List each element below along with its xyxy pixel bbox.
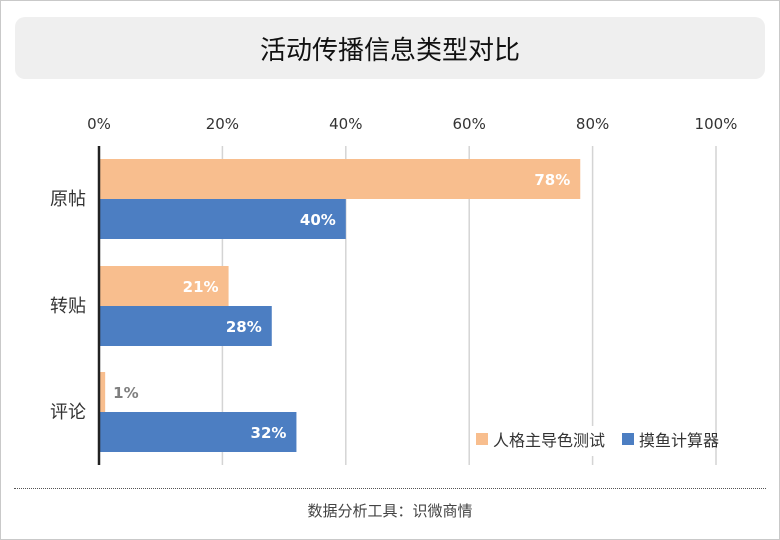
- bar: [99, 412, 297, 452]
- data-labels: 78% 40% 21% 28% 1% 32%: [113, 171, 570, 442]
- footer-source: 数据分析工具：识微商情: [307, 502, 473, 520]
- x-tick-labels: 0% 20% 40% 60% 80% 100%: [87, 115, 737, 133]
- x-tick-label: 60%: [453, 115, 486, 133]
- category-label: 转贴: [50, 296, 86, 317]
- x-tick-label: 100%: [695, 115, 738, 133]
- legend-label: 摸鱼计算器: [639, 431, 719, 450]
- data-label: 28%: [226, 318, 262, 336]
- bar: [99, 159, 581, 199]
- gridlines: [221, 146, 717, 465]
- footer-divider: [14, 488, 766, 489]
- legend-swatch: [622, 433, 634, 445]
- bars: [99, 159, 581, 452]
- x-tick-label: 20%: [206, 115, 239, 133]
- chart-title: 活动传播信息类型对比: [259, 35, 520, 66]
- data-label: 21%: [183, 278, 219, 296]
- chart-title-box: 活动传播信息类型对比: [15, 17, 765, 79]
- data-label: 78%: [534, 171, 570, 189]
- bar: [99, 306, 272, 346]
- bar: [99, 199, 346, 239]
- legend-background: [474, 426, 696, 456]
- x-tick-label: 40%: [329, 115, 362, 133]
- data-label: 32%: [251, 424, 287, 442]
- x-tick-label: 0%: [87, 115, 111, 133]
- x-tick-label: 80%: [576, 115, 609, 133]
- legend-swatch: [476, 433, 488, 445]
- category-label: 原帖: [50, 189, 86, 210]
- data-label: 40%: [300, 211, 336, 229]
- legend-label: 人格主导色测试: [493, 431, 605, 450]
- data-label: 1%: [113, 384, 138, 402]
- bar: [99, 372, 106, 412]
- bar: [99, 266, 229, 306]
- legend: 人格主导色测试 摸鱼计算器: [474, 426, 719, 456]
- category-label: 评论: [50, 402, 86, 423]
